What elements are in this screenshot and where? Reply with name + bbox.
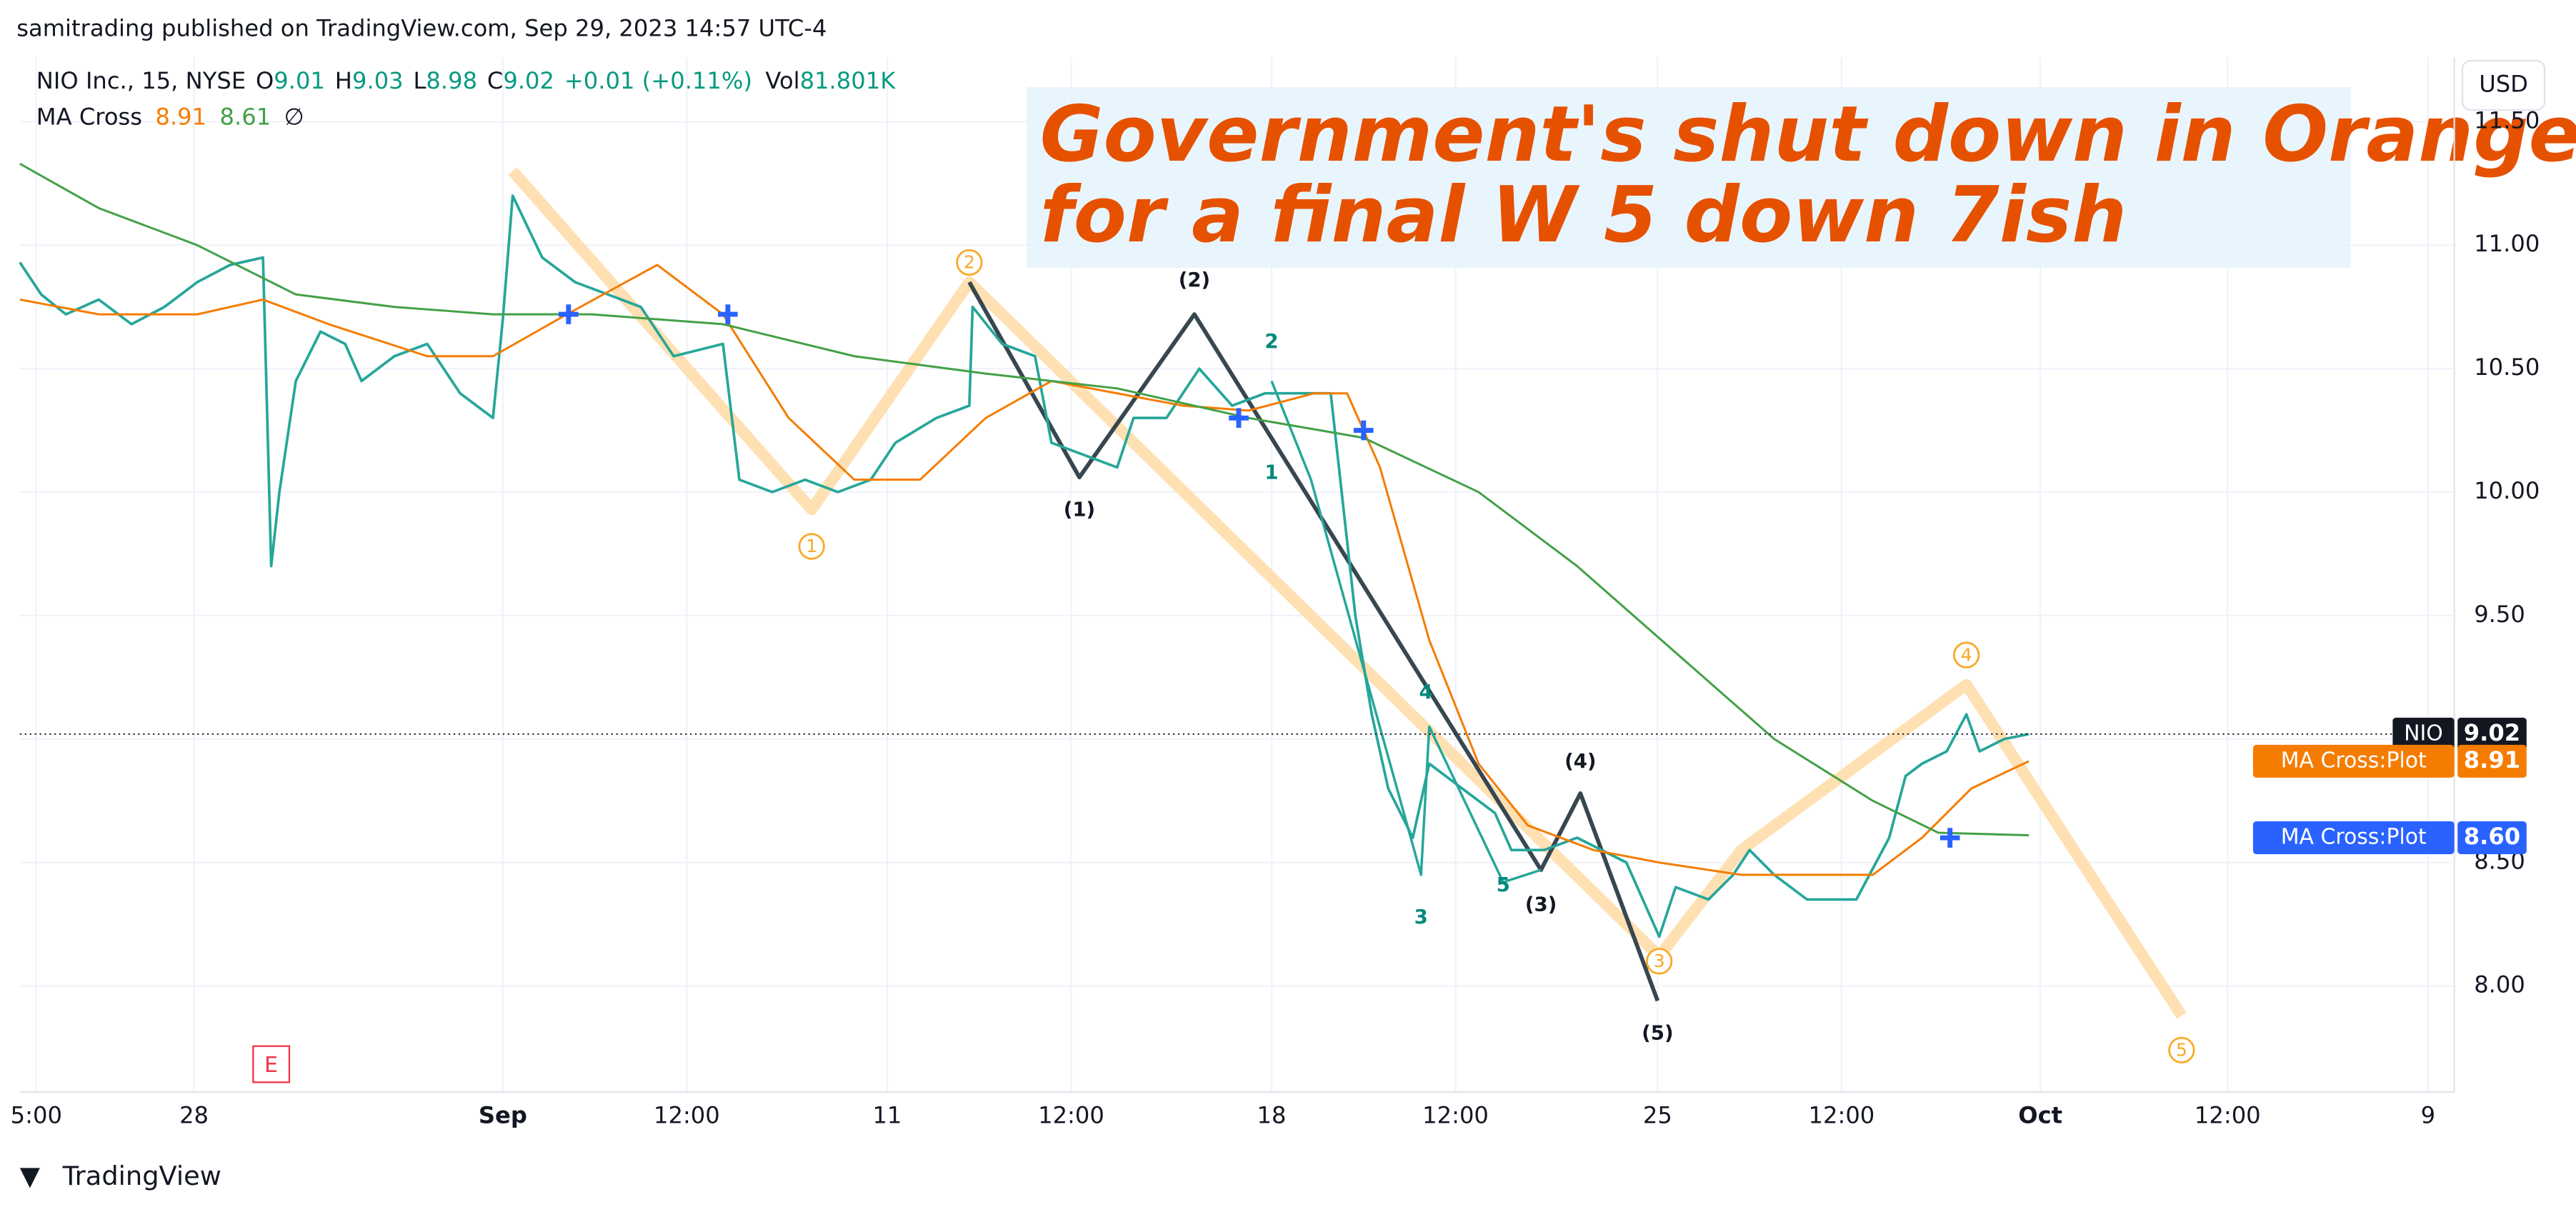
badge-value-box: [2457, 717, 2527, 751]
earnings-box[interactable]: [252, 1045, 291, 1083]
x-tick-label: 5:00: [11, 1102, 62, 1129]
wave-line: [967, 281, 1660, 1002]
wave-label-circle: [798, 533, 825, 560]
wave-label: 1: [1264, 460, 1278, 484]
plot: 1 2 3 4 5 (1) (2) (3) (4) (5) 1 2 3 4 5: [19, 162, 2455, 1063]
wave-label: (1): [1064, 497, 1095, 521]
badge-value-box: [2457, 821, 2527, 855]
wave-label: (4): [1564, 749, 1596, 773]
badge-value: 9.02: [2464, 719, 2520, 746]
x-tick-label: Oct: [2018, 1102, 2062, 1129]
badge-name-box: [2252, 821, 2455, 855]
badge-name-box: [2392, 717, 2455, 751]
wave-label-circle: [1646, 948, 1673, 975]
x-tick-label: 12:00: [2195, 1102, 2261, 1129]
volume: 81.801K: [800, 67, 897, 94]
badge-value: 8.91: [2464, 746, 2520, 773]
ohlc-key: H: [335, 67, 352, 94]
x-tick-label: 11: [872, 1102, 902, 1129]
y-tick-label: 9.50: [2474, 601, 2525, 628]
ohlc-value: 9.03: [352, 67, 404, 94]
wave-label: (3): [1525, 893, 1557, 916]
ohlc-key: O: [256, 67, 274, 94]
wave-line: [1270, 380, 1542, 883]
wave-label-circle: [2168, 1036, 2195, 1063]
badge-name: MA Cross:Plot: [2281, 748, 2427, 773]
y-tick-label: 11.50: [2474, 106, 2540, 134]
wave-label: 1: [806, 536, 817, 556]
currency-button[interactable]: [2461, 59, 2546, 111]
wave-label: 5: [1497, 873, 1510, 896]
x-tick-label: 25: [1643, 1102, 1672, 1129]
cross-marker: [1940, 828, 1960, 848]
ohlc: O9.01 H9.03 L8.98 C9.02: [256, 67, 554, 94]
indicator-value: 8.91: [155, 104, 206, 131]
ma-line: [19, 264, 2030, 876]
x-tick-label: 28: [179, 1102, 209, 1129]
change: +0.01 (+0.11%): [564, 67, 752, 94]
y-tick-label: 10.50: [2474, 354, 2540, 381]
earnings-marker[interactable]: E: [264, 1053, 278, 1078]
indicator: MA Cross: [36, 104, 142, 131]
indicator-line: MA Cross 8.91 8.61 ∅: [36, 104, 304, 131]
y-tick-label: 11.00: [2474, 230, 2540, 257]
chart-title: for a final W 5 down 7ish: [1040, 171, 2127, 260]
badge-value-box: [2457, 744, 2527, 778]
wave-label-circle: [1953, 641, 1980, 668]
wave-label: 5: [2176, 1040, 2187, 1061]
wave-label: 2: [1264, 329, 1278, 353]
x-tick-label: 12:00: [654, 1102, 720, 1129]
ohlc-key: C: [487, 67, 503, 94]
ohlc-value: 9.02: [503, 67, 554, 94]
x-tick-label: 18: [1257, 1102, 1287, 1129]
badge-name: NIO: [2404, 721, 2443, 746]
cross-marker: [1229, 408, 1249, 429]
indicator-symbol: ∅: [284, 104, 304, 131]
x-tick-label: 9: [2421, 1102, 2435, 1129]
indicator-value: 8.61: [220, 104, 271, 131]
wave-label: 3: [1414, 905, 1428, 928]
badge-name: MA Cross:Plot: [2281, 825, 2427, 850]
wave-label: 2: [964, 252, 975, 273]
x-tick-label: Sep: [479, 1102, 527, 1129]
badge-name-box: [2252, 744, 2455, 778]
symbol: NIO Inc., 15, NYSE: [36, 67, 246, 94]
ohlc-key: L: [413, 67, 426, 94]
x-tick-label: 12:00: [1038, 1102, 1104, 1129]
wave-label-circle: [956, 249, 983, 276]
ohlc-value: 9.01: [274, 67, 325, 94]
cross-marker: [718, 304, 738, 324]
cross-marker: [1353, 420, 1374, 441]
badge-value: 8.60: [2464, 823, 2520, 850]
wave-label: 4: [1961, 644, 1972, 665]
price-line: [19, 194, 2030, 938]
y-tick-label: 10.00: [2474, 477, 2540, 504]
legend-line: NIO Inc., 15, NYSE O9.01 H9.03 L8.98 C9.02 +0…: [36, 67, 896, 94]
chart-title: Government's shut down in Orange: [1040, 90, 2576, 179]
currency[interactable]: USD: [2479, 71, 2528, 98]
wave-label: 3: [1654, 951, 1665, 971]
x-tick-label: 12:00: [1422, 1102, 1489, 1129]
wave-label: (5): [1642, 1021, 1673, 1044]
y-tick-label: 8.00: [2474, 971, 2525, 998]
brand: TradingView: [62, 1161, 221, 1191]
title-box: [1027, 86, 2351, 268]
publisher: samitrading published on TradingView.com…: [16, 14, 827, 41]
ohlc-value: 8.98: [426, 67, 477, 94]
x-tick-label: 12:00: [1809, 1102, 1875, 1129]
volume-key: Vol: [765, 67, 799, 94]
ma-line: [19, 162, 2030, 836]
wave-label: 4: [1419, 680, 1433, 703]
cross-marker: [559, 304, 579, 324]
wave-label: (2): [1179, 268, 1210, 291]
brand-logo: ▼: [20, 1161, 41, 1191]
